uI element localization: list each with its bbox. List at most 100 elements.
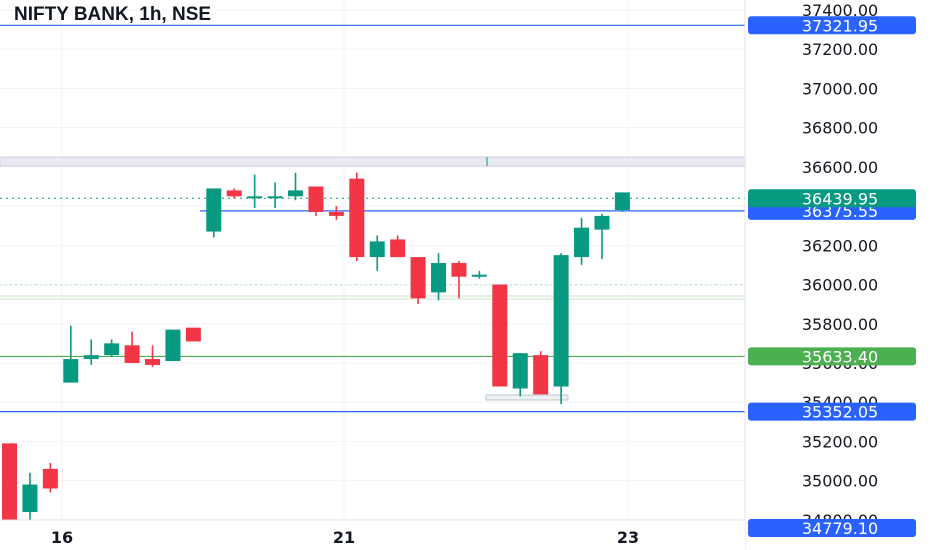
candle-body [63, 359, 79, 383]
candle [451, 261, 467, 299]
candle-body [512, 353, 528, 389]
price-tag-bg [748, 16, 916, 35]
candle [124, 331, 140, 363]
candles [2, 172, 630, 528]
candle-body [533, 355, 549, 395]
candle-body [471, 274, 487, 277]
candle [267, 182, 283, 209]
candle [614, 192, 630, 212]
candle [553, 253, 569, 405]
candle [247, 174, 263, 209]
time-tick-label: 21 [333, 528, 355, 547]
chart-title: NIFTY BANK, 1h, NSE [14, 4, 211, 25]
candle-body [165, 329, 181, 362]
candle-body [308, 186, 324, 212]
candle [533, 351, 549, 395]
candle [206, 188, 222, 238]
candle-body [594, 215, 610, 230]
price-tick-label: 36000.00 [802, 276, 878, 295]
price-tick-label: 35800.00 [802, 315, 878, 334]
price-axis[interactable]: 37400.00 37200.00 37000.00 36800.00 36600.00… [744, 0, 932, 550]
price-tag: 37321.95 [748, 16, 916, 35]
grid [0, 0, 745, 521]
shaded-zone [0, 156, 746, 167]
candle-body [328, 211, 344, 216]
candle [83, 339, 99, 365]
price-tick-label: 35000.00 [802, 472, 878, 491]
candle-body [574, 227, 590, 258]
price-tag-text: 35633.40 [802, 347, 878, 366]
candle [431, 253, 447, 301]
price-tags: 37321.9536375.5535633.4035352.0536439.95… [748, 16, 916, 538]
last-price-tag: 36439.95 [748, 189, 916, 208]
candle-body [492, 284, 508, 387]
candle-body [185, 327, 201, 342]
candle-body [22, 484, 38, 513]
price-tag-bottom-bg [748, 519, 916, 537]
candle-body [124, 345, 140, 363]
candle [145, 345, 161, 367]
candle-body [145, 359, 161, 365]
candle [22, 472, 38, 520]
candle [308, 186, 324, 216]
candle [63, 325, 79, 383]
candle-body [410, 257, 426, 299]
candle-body [349, 178, 365, 258]
candle-body [83, 355, 99, 360]
price-tag-text: 37321.95 [802, 16, 878, 35]
candle [226, 188, 242, 199]
candle [165, 329, 181, 362]
candle-body [206, 188, 222, 232]
price-tick-label: 36200.00 [802, 236, 878, 255]
candle [2, 443, 17, 528]
candle-body [42, 468, 58, 489]
candle [512, 353, 528, 397]
zones [0, 156, 746, 401]
candle [369, 235, 385, 271]
price-tag-text: 35352.05 [802, 403, 878, 422]
candle-body [226, 190, 242, 197]
price-tick-label: 37200.00 [802, 40, 878, 59]
candle [328, 206, 344, 220]
candle-body [104, 343, 120, 356]
time-tick-label: 16 [51, 528, 73, 547]
candle [594, 213, 610, 260]
candle [288, 172, 304, 201]
time-axis[interactable]: 16 21 23 [0, 519, 745, 550]
candle-body [247, 196, 263, 199]
time-tick-label: 23 [617, 528, 639, 547]
last-price-tag-text: 36439.95 [802, 189, 878, 208]
price-tag-bg [748, 402, 916, 421]
price-tick-label: 35200.00 [802, 432, 878, 451]
price-tag-bottom-text: 34779.10 [802, 519, 878, 538]
price-tick-label: 36800.00 [802, 119, 878, 138]
price-axis-bg [745, 0, 932, 550]
candle [390, 235, 406, 258]
candle-body [288, 190, 304, 197]
candle [104, 339, 120, 358]
candle-body [369, 241, 385, 258]
candle [185, 327, 201, 342]
candle [574, 217, 590, 265]
horizontal-lines [0, 24, 745, 413]
candle-body [553, 255, 569, 387]
candle-body [431, 262, 447, 293]
price-tag-bg [748, 347, 916, 366]
candle [471, 270, 487, 279]
price-tick-label: 37400.00 [802, 1, 878, 20]
low-marker-box [485, 394, 569, 401]
candle-body [267, 196, 283, 199]
candle-body [451, 262, 467, 277]
price-tag: 35352.05 [748, 402, 916, 422]
price-tag: 35633.40 [748, 347, 916, 366]
price-tick-label: 37000.00 [802, 79, 878, 98]
time-axis-bg [0, 520, 745, 550]
candle [492, 284, 508, 387]
candle [410, 257, 426, 305]
price-tick-label: 36600.00 [802, 158, 878, 177]
price-tag-bottom-partial: 34779.10 [748, 519, 916, 538]
candle-body [2, 443, 17, 528]
last-price-tag-bg [748, 189, 916, 208]
